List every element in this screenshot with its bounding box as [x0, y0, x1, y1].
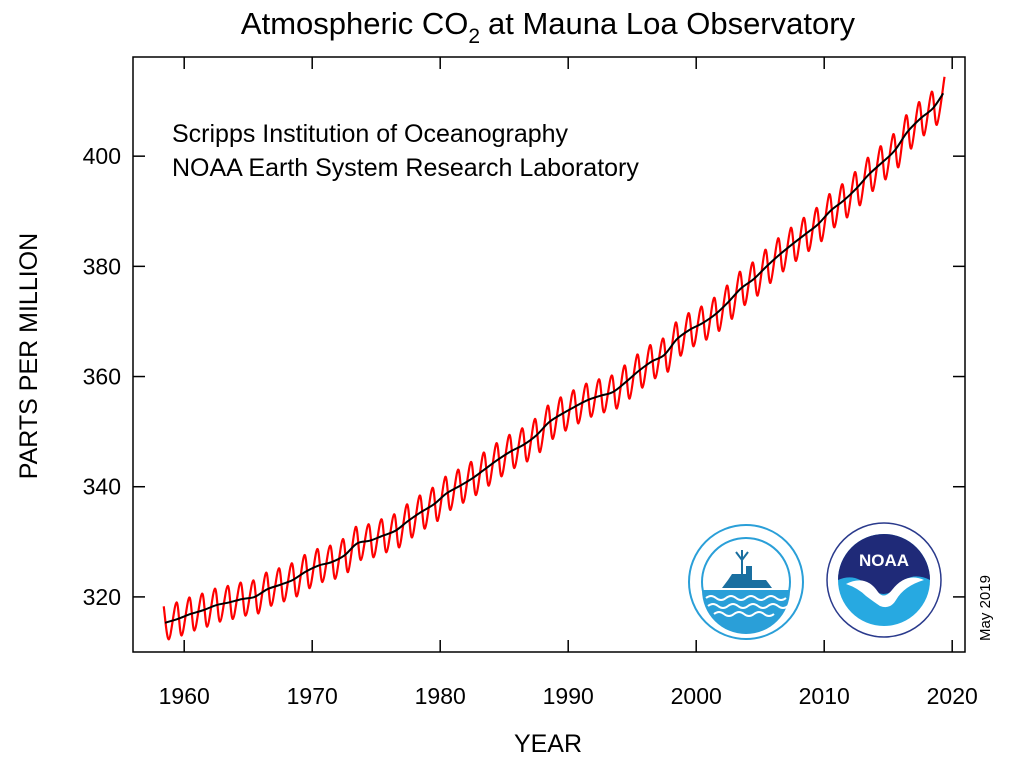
- x-axis-label: YEAR: [514, 730, 582, 758]
- x-tick-label: 1990: [543, 683, 594, 709]
- y-tick-label: 380: [83, 253, 121, 279]
- x-tick-label: 1980: [415, 683, 466, 709]
- x-tick-label: 1960: [159, 683, 210, 709]
- noaa-logo: NOAA: [826, 522, 942, 638]
- annotation: NOAA Earth System Research Laboratory: [172, 154, 639, 182]
- x-tick-label: 2010: [799, 683, 850, 709]
- series-line: [164, 92, 945, 624]
- chart-title: Atmospheric CO2 at Mauna Loa Observatory: [241, 6, 856, 48]
- date-note: May 2019: [977, 575, 994, 641]
- x-tick-label: 2000: [671, 683, 722, 709]
- series-line: [162, 76, 946, 641]
- y-tick-label: 360: [83, 364, 121, 390]
- x-tick-label: 2020: [927, 683, 978, 709]
- y-tick-label: 340: [83, 474, 121, 500]
- scripps-logo: [688, 524, 804, 640]
- y-tick-label: 320: [83, 584, 121, 610]
- title-subscript: 2: [468, 25, 480, 48]
- x-tick-label: 1970: [287, 683, 338, 709]
- title-text: at Mauna Loa Observatory: [488, 6, 856, 41]
- plot-frame: [132, 56, 966, 653]
- logo-text: NOAA: [859, 551, 909, 570]
- annotation: Scripps Institution of Oceanography: [172, 120, 569, 148]
- title-text: Atmospheric CO: [241, 6, 468, 41]
- y-tick-label: 400: [83, 143, 121, 169]
- y-axis-label: PARTS PER MILLION: [15, 233, 43, 479]
